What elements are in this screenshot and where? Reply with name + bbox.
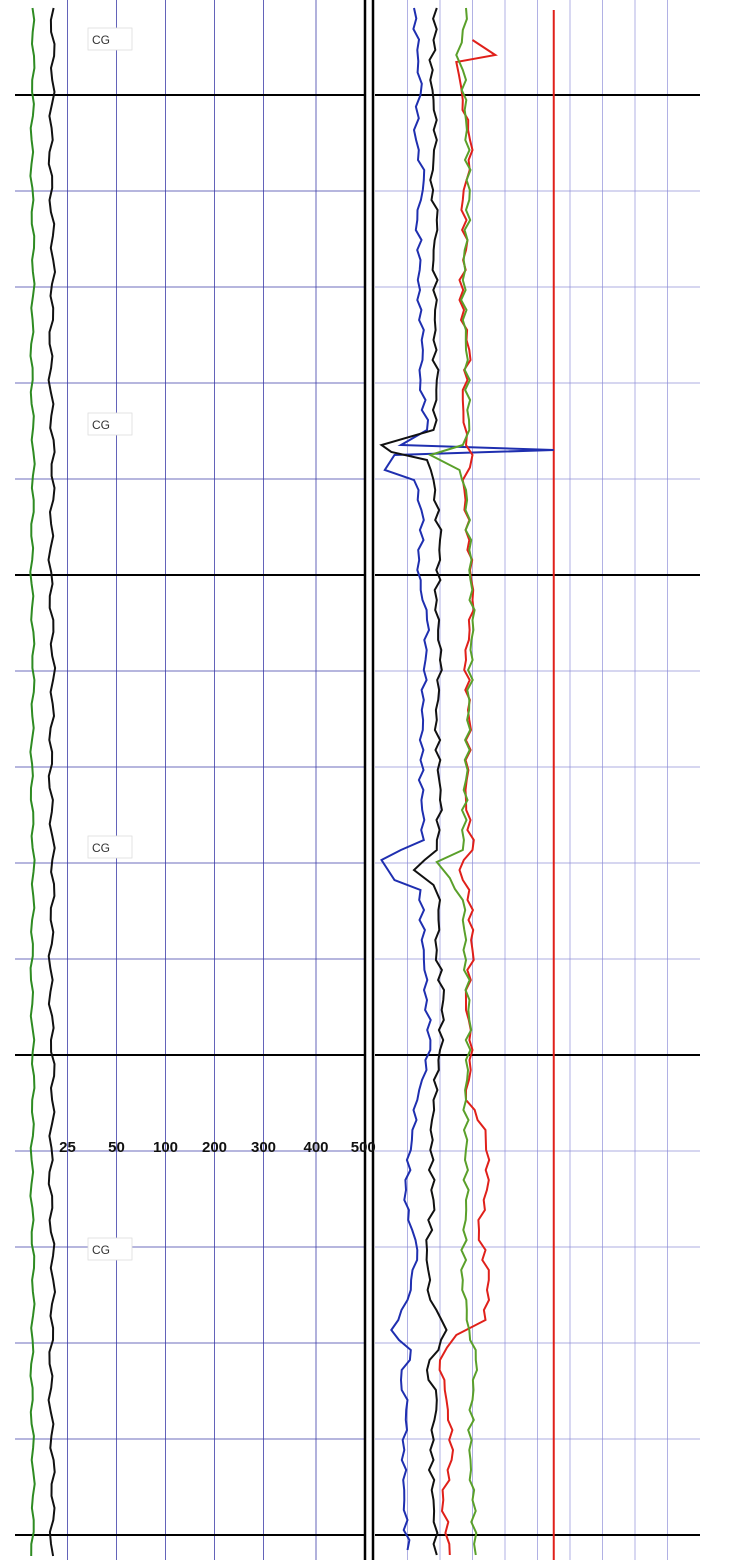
cg-annotation-label: CG bbox=[92, 1243, 110, 1257]
track1-scale-label: 500 bbox=[351, 1139, 376, 1156]
track1-scale-label: 100 bbox=[153, 1139, 178, 1156]
cg-annotation-box bbox=[87, 835, 133, 859]
cg-annotations: CG CG CG CG bbox=[87, 27, 133, 1261]
cg-annotation-box bbox=[87, 1237, 133, 1261]
track1-scale-label: 50 bbox=[108, 1139, 125, 1156]
cg-annotation-box bbox=[87, 412, 133, 436]
cg-annotation-box bbox=[87, 27, 133, 51]
track2-grid bbox=[375, 0, 700, 1560]
track2-curves bbox=[379, 7, 554, 1556]
track1-scale-label: 400 bbox=[303, 1139, 328, 1156]
track1-curve-black bbox=[47, 7, 57, 1557]
track1-scale-label: 200 bbox=[202, 1139, 227, 1156]
track1-curves bbox=[29, 7, 57, 1557]
track2-curve-red bbox=[438, 39, 498, 1556]
track1-grid bbox=[15, 0, 365, 1560]
track1-scale-label: 300 bbox=[251, 1139, 276, 1156]
track2-curve-blue bbox=[380, 7, 554, 1551]
track2-curve-lime bbox=[427, 7, 479, 1556]
track1-scale-labels: 25 50 100 200 300 400 500 bbox=[59, 1139, 376, 1156]
cg-annotation-label: CG bbox=[92, 841, 110, 855]
track1-scale-label: 25 bbox=[59, 1139, 76, 1156]
track2-curve-black bbox=[379, 7, 448, 1556]
track1-curve-green bbox=[29, 7, 36, 1557]
cg-annotation-label: CG bbox=[92, 418, 110, 432]
track-borders bbox=[363, 0, 375, 1560]
cg-annotation-label: CG bbox=[92, 33, 110, 47]
